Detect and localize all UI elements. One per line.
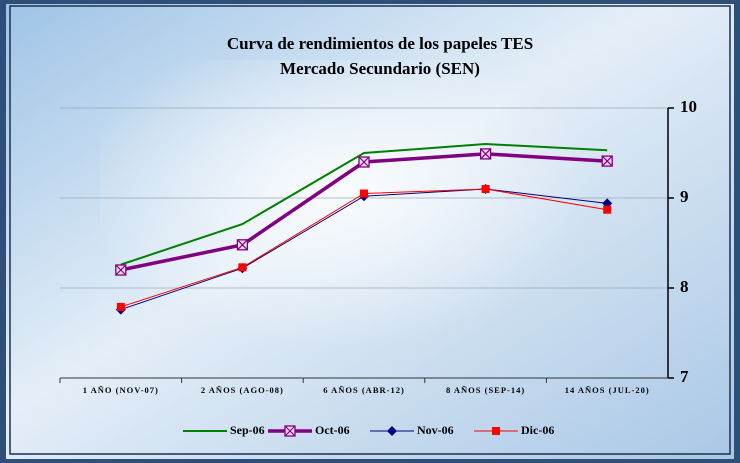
- marker: [116, 265, 126, 275]
- y-tick-label: 9: [680, 187, 689, 206]
- marker: [603, 206, 611, 214]
- chart: Curva de rendimientos de los papeles TES…: [0, 0, 740, 463]
- marker: [602, 156, 612, 166]
- x-tick-label: 14 AÑOS (JUL-20): [565, 385, 650, 395]
- marker: [238, 263, 246, 271]
- chart-title: Curva de rendimientos de los papeles TES: [227, 34, 533, 53]
- y-tick-label: 8: [680, 277, 689, 296]
- marker: [481, 149, 491, 159]
- marker: [237, 240, 247, 250]
- legend-label: Nov-06: [417, 423, 454, 437]
- chart-subtitle: Mercado Secundario (SEN): [280, 59, 480, 78]
- marker: [492, 427, 500, 435]
- marker: [117, 303, 125, 311]
- marker: [360, 190, 368, 198]
- page: {"chart_data": {"type": "line", "title":…: [0, 0, 740, 463]
- marker: [285, 426, 295, 436]
- legend-label: Sep-06: [230, 423, 265, 437]
- x-tick-label: 2 AÑOS (AGO-08): [201, 385, 284, 395]
- legend-label: Oct-06: [315, 423, 350, 437]
- x-tick-label: 1 AÑO (NOV-07): [83, 385, 159, 395]
- x-tick-label: 8 AÑOS (SEP-14): [446, 385, 525, 395]
- y-tick-label: 10: [680, 97, 697, 116]
- x-tick-label: 6 AÑOS (ABR-12): [323, 385, 405, 395]
- marker: [482, 185, 490, 193]
- marker: [359, 157, 369, 167]
- y-tick-label: 7: [680, 367, 689, 386]
- legend-label: Dic-06: [521, 423, 554, 437]
